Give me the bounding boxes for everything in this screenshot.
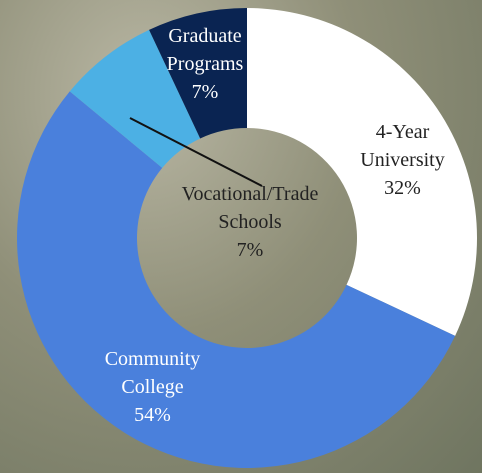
label-community: Community College 54% bbox=[90, 345, 215, 429]
donut-slice bbox=[16, 91, 456, 469]
category-label: Vocational/Trade Schools bbox=[181, 183, 319, 233]
category-label: Graduate Programs bbox=[166, 25, 244, 75]
category-label: 4-Year University bbox=[360, 121, 445, 171]
value-label: 7% bbox=[236, 239, 264, 261]
category-label: Community College bbox=[104, 348, 201, 398]
label-graduate: Graduate Programs 7% bbox=[155, 22, 255, 106]
value-label: 54% bbox=[134, 404, 171, 426]
donut-slice bbox=[149, 7, 247, 139]
label-4year: 4-Year University 32% bbox=[345, 118, 460, 202]
donut-slice bbox=[247, 8, 477, 336]
value-label: 32% bbox=[384, 177, 421, 199]
value-label: 7% bbox=[191, 81, 219, 103]
donut-slice bbox=[69, 29, 201, 168]
label-vocational: Vocational/Trade Schools 7% bbox=[160, 180, 340, 264]
leader-line bbox=[129, 117, 263, 187]
